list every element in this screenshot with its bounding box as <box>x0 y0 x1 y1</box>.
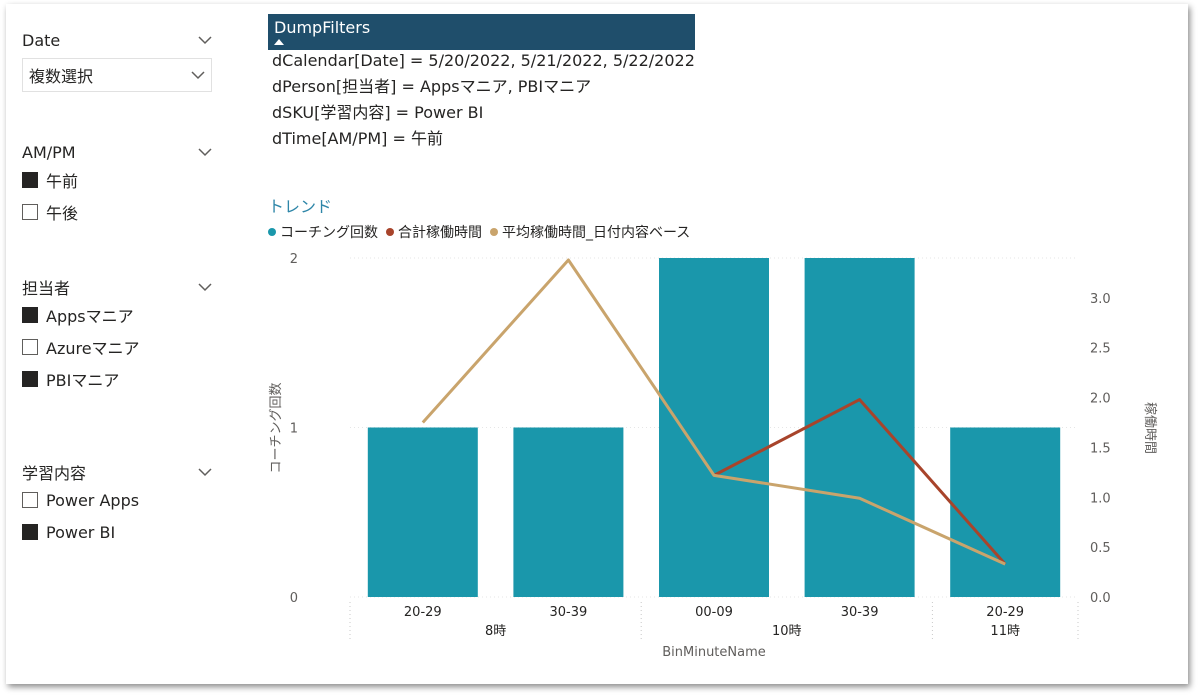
dump-filter-line: dSKU[学習内容] = Power BI <box>272 103 484 122</box>
option-label: Power BI <box>46 522 116 542</box>
date-slicer-header[interactable]: Date <box>22 28 212 52</box>
legend-item-avg-hours[interactable]: 平均稼働時間_日付内容ベース <box>490 222 690 242</box>
y2-axis-title: 稼働時間 <box>1142 402 1157 454</box>
y-tick-label: 2 <box>290 252 298 267</box>
x-tick-label: 20-29 <box>986 605 1024 620</box>
legend-dot <box>386 228 394 236</box>
person-slicer-title: 担当者 <box>22 279 71 298</box>
x-group-label: 10時 <box>772 624 802 639</box>
y2-tick-label: 2.0 <box>1090 392 1111 407</box>
option-label: 午前 <box>46 172 79 191</box>
checkbox-icon[interactable] <box>22 307 38 323</box>
sku-slicer-title: 学習内容 <box>22 464 87 483</box>
x-tick-label: 20-29 <box>404 605 442 620</box>
checkbox-icon[interactable] <box>22 339 38 355</box>
ampm-slicer-header[interactable]: AM/PM <box>22 140 212 164</box>
legend-dot <box>490 228 498 236</box>
y2-tick-label: 1.5 <box>1090 441 1111 456</box>
dump-filter-line: dTime[AM/PM] = 午前 <box>272 129 443 148</box>
chevron-down-icon[interactable] <box>198 35 212 45</box>
ampm-option-pm[interactable]: 午後 <box>22 196 212 228</box>
person-option-pbi[interactable]: PBIマニア <box>22 363 212 395</box>
chevron-down-icon[interactable] <box>198 282 212 292</box>
chevron-down-icon[interactable] <box>198 467 212 477</box>
y-tick-label: 0 <box>290 591 298 606</box>
chevron-down-icon[interactable] <box>198 147 212 157</box>
chart-title: トレンド <box>268 197 333 216</box>
sku-slicer: 学習内容 Power Apps Power BI <box>22 460 212 548</box>
y-axis-title: コーチング回数 <box>269 382 284 473</box>
option-label: PBIマニア <box>46 371 120 390</box>
checkbox-icon[interactable] <box>22 172 38 188</box>
sku-option-power-apps[interactable]: Power Apps <box>22 484 212 516</box>
option-label: Power Apps <box>46 490 140 510</box>
chevron-down-icon[interactable] <box>191 70 205 80</box>
legend-label: コーチング回数 <box>280 225 378 241</box>
legend-item-coaching[interactable]: コーチング回数 <box>268 222 378 242</box>
date-dropdown[interactable]: 複数選択 <box>22 58 212 92</box>
chart-legend: コーチング回数 合計稼働時間 平均稼働時間_日付内容ベース <box>268 222 698 242</box>
ampm-slicer-title: AM/PM <box>22 142 76 162</box>
legend-item-total-hours[interactable]: 合計稼働時間 <box>386 222 482 242</box>
option-label: 午後 <box>46 204 79 223</box>
date-slicer: Date 複数選択 <box>22 28 212 92</box>
x-tick-label: 30-39 <box>550 605 588 620</box>
sku-slicer-header[interactable]: 学習内容 <box>22 460 212 484</box>
sort-ascending-icon[interactable] <box>274 39 284 45</box>
ampm-slicer: AM/PM 午前 午後 <box>22 140 212 228</box>
dump-filters-header[interactable]: DumpFilters <box>268 14 695 50</box>
y2-tick-label: 2.5 <box>1090 342 1111 357</box>
bar <box>367 427 478 597</box>
person-option-azure[interactable]: Azureマニア <box>22 331 212 363</box>
y2-tick-label: 1.0 <box>1090 491 1111 506</box>
date-slicer-title: Date <box>22 30 61 50</box>
option-label: Appsマニア <box>46 307 134 326</box>
y2-tick-label: 0.0 <box>1090 591 1111 606</box>
checkbox-icon[interactable] <box>22 204 38 220</box>
x-tick-label: 00-09 <box>695 605 733 620</box>
date-dropdown-value: 複数選択 <box>29 67 94 86</box>
series-line <box>421 258 1006 566</box>
bar <box>804 258 915 597</box>
y2-tick-label: 3.0 <box>1090 292 1111 307</box>
bar <box>513 427 624 597</box>
y-tick-label: 1 <box>290 422 298 437</box>
person-slicer-header[interactable]: 担当者 <box>22 275 212 299</box>
option-label: Azureマニア <box>46 339 140 358</box>
checkbox-icon[interactable] <box>22 524 38 540</box>
x-tick-label: 30-39 <box>841 605 879 620</box>
x-group-label: 11時 <box>990 624 1020 639</box>
dump-filters-table: DumpFilters dCalendar[Date] = 5/20/2022,… <box>268 14 695 152</box>
series-line <box>713 398 1007 566</box>
person-slicer: 担当者 Appsマニア Azureマニア PBIマニア <box>22 275 212 395</box>
checkbox-icon[interactable] <box>22 492 38 508</box>
bar <box>659 258 769 597</box>
person-option-apps[interactable]: Appsマニア <box>22 299 212 331</box>
sku-option-power-bi[interactable]: Power BI <box>22 516 212 548</box>
checkbox-icon[interactable] <box>22 371 38 387</box>
x-axis-title: BinMinuteName <box>662 645 766 660</box>
dump-filter-line: dCalendar[Date] = 5/20/2022, 5/21/2022, … <box>272 51 695 70</box>
legend-dot <box>268 228 276 236</box>
ampm-option-am[interactable]: 午前 <box>22 164 212 196</box>
y2-tick-label: 0.5 <box>1090 541 1111 556</box>
bar <box>950 427 1061 597</box>
x-group-label: 8時 <box>485 624 506 639</box>
dump-filter-line: dPerson[担当者] = Appsマニア, PBIマニア <box>272 77 592 96</box>
dump-filters-title: DumpFilters <box>274 18 371 37</box>
legend-label: 合計稼働時間 <box>398 225 482 241</box>
legend-label: 平均稼働時間_日付内容ベース <box>502 225 691 241</box>
